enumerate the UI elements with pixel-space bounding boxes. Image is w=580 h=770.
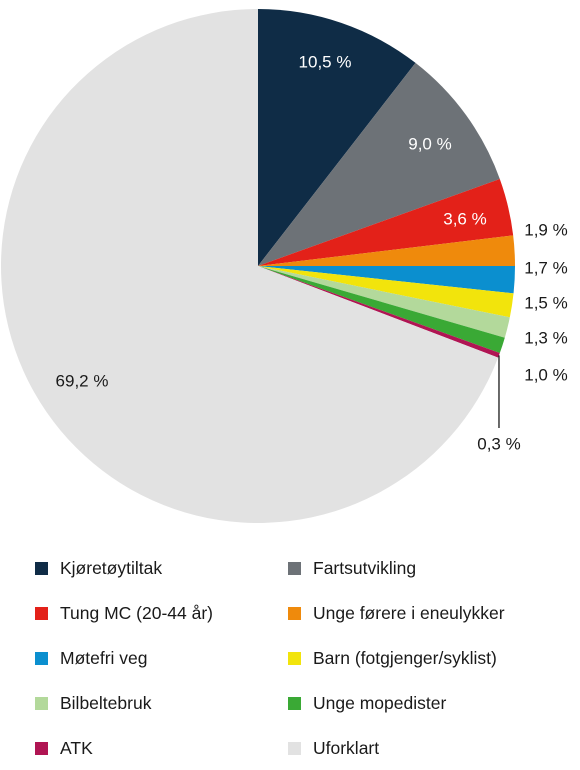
legend-swatch	[35, 741, 48, 755]
slice-value-label-tung-mc-20-44-ar: 3,6 %	[443, 210, 486, 229]
legend-item-barn-fotgjenger-syklist: Barn (fotgjenger/syklist)	[288, 646, 497, 670]
legend-swatch	[288, 651, 301, 665]
pie-slice-barn-fotgjenger-syklist	[258, 266, 514, 318]
legend-swatch	[35, 561, 48, 575]
legend-swatch	[288, 741, 301, 755]
legend-label: Kjøretøytiltak	[60, 557, 163, 578]
legend-item-uforklart: Uforklart	[288, 736, 379, 760]
legend-label: ATK	[60, 737, 93, 758]
legend-item-kjoretoytiltak: Kjøretøytiltak	[35, 556, 162, 580]
legend-item-fartsutvikling: Fartsutvikling	[288, 556, 416, 580]
legend-swatch	[35, 696, 48, 710]
slice-value-label-kjoretoytiltak: 10,5 %	[299, 53, 352, 72]
legend-swatch	[288, 606, 301, 620]
legend-swatch	[288, 561, 301, 575]
legend-label: Uforklart	[313, 737, 380, 758]
legend-swatch	[35, 651, 48, 665]
legend-label: Barn (fotgjenger/syklist)	[313, 647, 497, 668]
legend-label: Unge mopedister	[313, 692, 447, 713]
slice-value-label-unge-forere-i-eneulykker: 1,9 %	[524, 221, 567, 240]
pie-slice-unge-forere-i-eneulykker	[258, 235, 515, 266]
slice-value-label-motefri-veg: 1,7 %	[524, 259, 567, 278]
legend-label: Unge førere i eneulykker	[313, 602, 505, 623]
pie-slice-fartsutvikling	[258, 62, 500, 267]
slice-value-label-uforklart: 69,2 %	[56, 372, 109, 391]
pie-slice-unge-mopedister	[258, 266, 505, 354]
legend-item-tung-mc-20-44-ar: Tung MC (20-44 år)	[35, 601, 213, 625]
legend-swatch	[288, 696, 301, 710]
pie-slice-bilbeltebruk	[258, 266, 510, 338]
pie-slice-kjoretoytiltak	[258, 9, 416, 266]
pie-chart: 10,5 % 9,0 % 3,6 % 1,9 % 1,7 % 1,5 % 1,3 % 1,0 …	[0, 9, 568, 523]
legend-label: Møtefri veg	[60, 647, 148, 668]
legend-swatch	[35, 606, 48, 620]
legend-item-unge-mopedister: Unge mopedister	[288, 691, 446, 715]
slice-value-label-barn-fotgjenger-syklist: 1,5 %	[524, 294, 567, 313]
slice-value-label-fartsutvikling: 9,0 %	[408, 135, 451, 154]
pie-slice-atk	[258, 266, 500, 358]
legend-item-bilbeltebruk: Bilbeltebruk	[35, 691, 151, 715]
legend-item-motefri-veg: Møtefri veg	[35, 646, 148, 670]
legend-label: Fartsutvikling	[313, 557, 417, 578]
pie-slice-uforklart	[0, 9, 499, 523]
slice-value-label-bilbeltebruk: 1,3 %	[524, 329, 567, 348]
pie-slice-motefri-veg	[258, 266, 515, 294]
legend-item-atk: ATK	[35, 736, 93, 760]
slice-value-label-unge-mopedister: 1,0 %	[524, 366, 567, 385]
pie-slice-tung-mc-20-44-ar	[258, 178, 514, 266]
legend-item-unge-forere-i-eneulykker: Unge førere i eneulykker	[288, 601, 505, 625]
slice-value-label-atk: 0,3 %	[477, 435, 520, 454]
legend-label: Tung MC (20-44 år)	[60, 602, 214, 623]
legend-label: Bilbeltebruk	[60, 692, 152, 713]
